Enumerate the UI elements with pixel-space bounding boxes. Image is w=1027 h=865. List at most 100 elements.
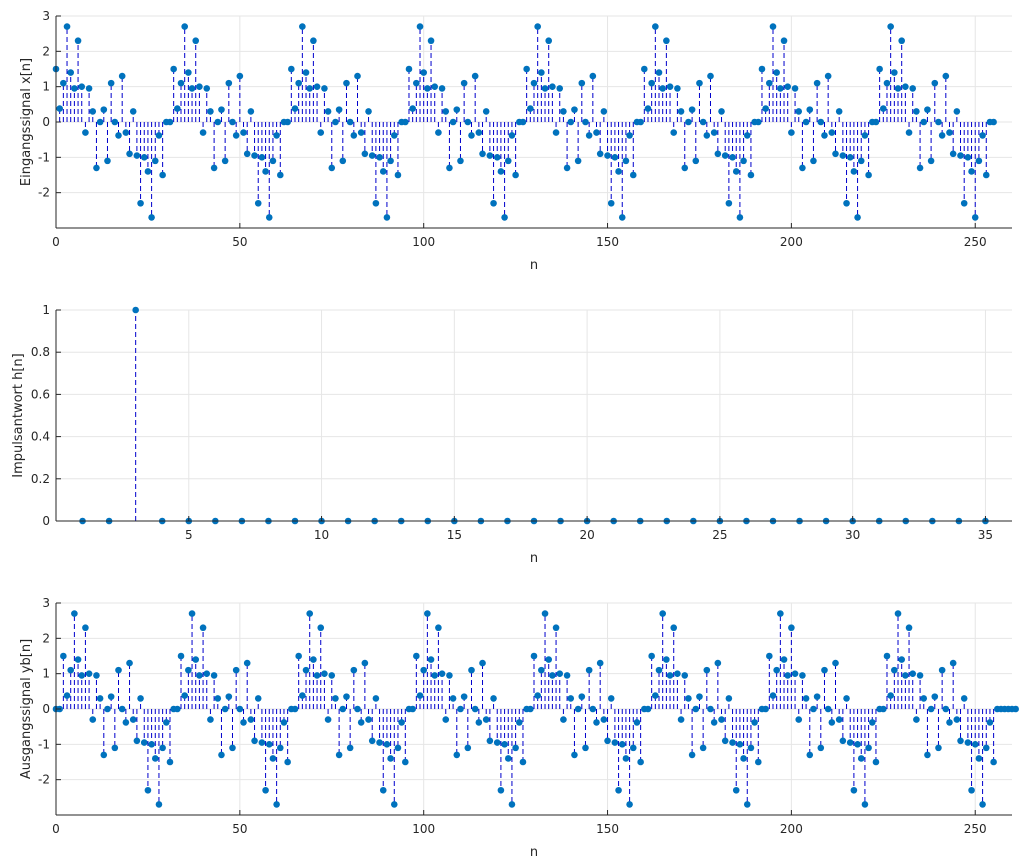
output-signal-point-12 <box>96 695 104 702</box>
impulse-response-tick-labels: 5 10 15 20 25 30 35 0 0.2 0.4 0.6 0.8 1 <box>31 303 993 542</box>
output-signal-point-252 <box>979 801 986 808</box>
input-signal-point-49 <box>232 132 240 139</box>
impulse-response-y-tick-label-4: 0.8 <box>31 345 50 359</box>
input-signal-point-128 <box>523 65 530 73</box>
input-signal-point-192 <box>758 65 766 73</box>
impulse-response-x-tick-label-0: 5 <box>185 528 193 542</box>
input-signal-point-211 <box>828 129 836 136</box>
input-signal-point-234 <box>913 108 920 115</box>
output-signal-point-106 <box>442 716 450 723</box>
output-signal-point-21 <box>129 716 137 723</box>
input-signal-point-249 <box>968 168 975 175</box>
output-signal-point-34 <box>177 652 185 660</box>
input-signal-point-79 <box>343 79 350 87</box>
input-signal-point-75 <box>328 164 336 172</box>
input-signal-point-74 <box>324 108 332 115</box>
output-signal-point-162 <box>648 652 655 660</box>
input-signal-point-144 <box>582 118 589 126</box>
output-signal-point-230 <box>898 656 905 663</box>
output-signal-point-150 <box>604 737 611 745</box>
input-signal-point-82 <box>354 72 361 80</box>
input-signal-point-98 <box>413 79 420 87</box>
input-signal-point-50 <box>236 72 244 80</box>
input-signal-point-197 <box>777 85 784 92</box>
output-signal-point-206 <box>810 705 817 713</box>
output-signal-point-25 <box>144 786 152 794</box>
output-signal-point-237 <box>924 751 931 759</box>
output-signal-point-65 <box>291 705 299 713</box>
output-signal-point-22 <box>133 737 141 745</box>
input-signal-point-255 <box>990 118 997 126</box>
output-signal-point-51 <box>240 719 247 726</box>
input-signal-point-88 <box>376 154 383 161</box>
output-signal-point-35 <box>181 692 188 699</box>
input-signal-point-104 <box>435 129 442 136</box>
input-signal-point-242 <box>942 72 950 80</box>
output-signal-point-165 <box>659 610 666 617</box>
output-signal-point-178 <box>707 705 714 713</box>
output-signal-point-132 <box>538 666 545 674</box>
output-signal-point-118 <box>486 737 494 745</box>
input-signal-point-11 <box>93 164 100 172</box>
input-signal-markers <box>52 23 997 221</box>
impulse-response-y-tick-label-2: 0.4 <box>31 430 50 444</box>
output-signal-point-63 <box>284 758 291 766</box>
input-signal-point-61 <box>276 171 284 179</box>
output-signal-point-220 <box>861 801 869 808</box>
input-signal-point-71 <box>313 83 321 90</box>
output-signal-point-19 <box>122 719 130 726</box>
input-signal-point-87 <box>372 199 380 207</box>
output-signal-point-177 <box>703 666 711 674</box>
output-signal-point-116 <box>479 659 486 667</box>
input-signal-point-155 <box>622 157 630 165</box>
input-signal-point-20 <box>126 150 133 158</box>
input-signal-point-48 <box>229 118 236 126</box>
output-signal-point-30 <box>163 719 170 726</box>
input-signal-point-35 <box>181 23 188 30</box>
input-signal-point-19 <box>122 129 130 136</box>
output-signal-point-126 <box>515 719 523 726</box>
input-signal-point-138 <box>560 108 567 115</box>
input-signal-point-86 <box>368 152 376 159</box>
output-signal-axes <box>55 602 1012 816</box>
output-signal-point-7 <box>78 672 86 679</box>
input-signal-point-156 <box>626 132 633 139</box>
output-signal-point-216 <box>846 739 854 746</box>
output-signal-point-194 <box>766 652 773 660</box>
output-signal-point-88 <box>376 739 383 746</box>
output-signal-point-99 <box>416 692 424 699</box>
output-signal-point-27 <box>151 755 159 762</box>
input-signal-point-13 <box>100 106 108 113</box>
input-signal-point-45 <box>218 106 225 113</box>
output-signal-point-33 <box>174 705 181 713</box>
output-signal-point-207 <box>813 693 821 700</box>
input-signal-point-207 <box>813 79 821 87</box>
input-signal-point-135 <box>549 83 556 90</box>
input-signal-point-25 <box>144 168 152 175</box>
input-signal-tick-labels: 0 50 100 150 200 250 -2 -1 0 1 2 3 <box>38 9 987 249</box>
input-signal-point-227 <box>887 23 894 30</box>
input-signal-point-113 <box>468 132 475 139</box>
output-signal-point-156 <box>626 801 633 808</box>
output-signal-point-2 <box>60 652 67 660</box>
input-signal-point-102 <box>427 37 435 45</box>
input-signal-point-36 <box>185 69 192 76</box>
output-signal-point-95 <box>402 758 409 766</box>
input-signal-point-97 <box>409 105 416 112</box>
impulse-response-y-tick-label-5: 1 <box>42 303 50 317</box>
impulse-response-y-axis-label: Impulsantwort h[n] <box>11 353 26 477</box>
output-signal-point-79 <box>343 693 350 700</box>
input-signal-point-89 <box>379 168 387 175</box>
output-signal-point-253 <box>982 744 990 752</box>
output-signal-point-84 <box>361 659 369 667</box>
input-signal-point-101 <box>424 85 431 92</box>
input-signal-point-206 <box>810 157 817 165</box>
output-signal-point-61 <box>276 744 284 752</box>
output-signal-point-236 <box>920 695 928 702</box>
input-signal-point-198 <box>780 37 788 45</box>
output-signal-point-181 <box>718 716 725 723</box>
input-signal-point-215 <box>843 199 850 207</box>
input-signal-y-tick-label-2: 0 <box>42 115 50 129</box>
input-signal-point-83 <box>357 129 365 136</box>
input-signal-point-214 <box>839 152 847 159</box>
